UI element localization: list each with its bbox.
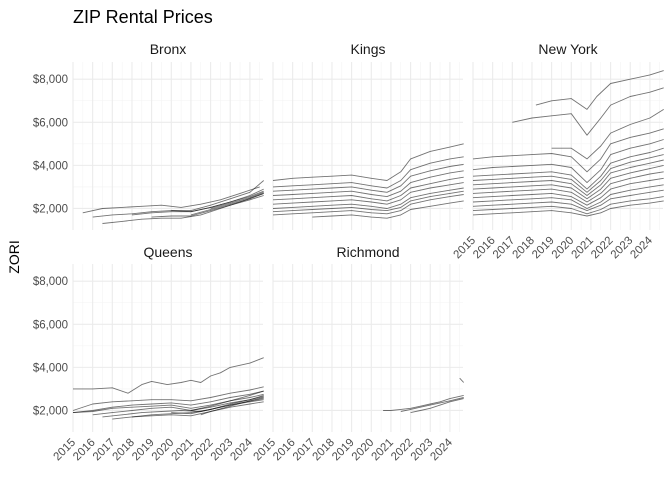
y-tick-label: $4,000: [33, 362, 68, 374]
zip-series-line: [551, 109, 664, 160]
zip-series-line: [472, 189, 664, 212]
zip-series-line: [472, 164, 664, 200]
zip-series-line: [272, 187, 464, 209]
zip-series-line: [171, 180, 264, 212]
zip-series-line: [472, 177, 664, 206]
y-tick-label: $2,000: [33, 203, 68, 215]
y-tick-label: $6,000: [33, 117, 68, 129]
zip-series-line: [272, 176, 464, 202]
facet-strip-label: New York: [538, 41, 598, 57]
zip-series-line: [131, 401, 264, 418]
y-tick-label: $8,000: [33, 74, 68, 86]
zip-series-line: [472, 171, 664, 203]
zip-series-line: [151, 195, 264, 218]
zip-series-line: [272, 194, 464, 216]
facet-strip-label: Bronx: [150, 41, 187, 57]
zip-series-line: [272, 190, 464, 213]
zip-series-line: [400, 397, 464, 412]
zip-series-line: [92, 396, 264, 416]
facet-panel: Kings: [272, 41, 464, 230]
y-tick-label: $8,000: [33, 276, 68, 288]
zip-series-line: [472, 128, 664, 173]
facet-panel: Bronx $2,000 $4,000 $6,000 $8,000: [33, 41, 264, 230]
zip-series-line: [190, 192, 264, 216]
zip-series-line: [410, 398, 464, 414]
zip-series-line: [383, 394, 464, 411]
zip-series-line: [72, 386, 264, 411]
zip-series-line: [472, 196, 664, 215]
zip-series-line: [535, 70, 664, 110]
zip-series-line: [472, 200, 664, 217]
zip-series-line: [92, 188, 264, 218]
zip-series-line: [472, 154, 664, 193]
zip-series-line: [72, 393, 264, 414]
zip-series-line: [82, 186, 260, 214]
zip-series-line: [210, 191, 264, 209]
chart-title: ZIP Rental Prices: [73, 7, 213, 27]
y-axis-label: ZORI: [6, 240, 22, 273]
facet-strip-label: Queens: [143, 244, 192, 260]
zip-series-line: [200, 397, 264, 416]
zip-series-line: [171, 394, 264, 415]
zip-series-line: [312, 200, 464, 219]
y-tick-label: $2,000: [33, 405, 68, 417]
zip-series-line: [472, 139, 664, 184]
zip-series-line: [272, 156, 464, 189]
facet-strip-label: Kings: [350, 41, 385, 57]
zip-series-line: [272, 143, 464, 181]
y-tick-label: $6,000: [33, 319, 68, 331]
zip-series-line: [459, 377, 465, 383]
zip-series-line: [73, 357, 264, 394]
zip-series-line: [472, 184, 664, 209]
zip-series-line: [512, 87, 664, 136]
zip-series-line: [272, 163, 464, 193]
zip-series-line: [272, 182, 464, 205]
zip-series-line: [190, 390, 264, 411]
y-tick-label: $4,000: [33, 160, 68, 172]
zip-series-line: [472, 147, 664, 190]
zip-series-line: [272, 170, 464, 198]
zip-series-line: [72, 390, 264, 414]
zip-series-line: [472, 159, 664, 196]
facet-strip-label: Richmond: [336, 244, 399, 260]
zip-series-line: [131, 190, 264, 216]
